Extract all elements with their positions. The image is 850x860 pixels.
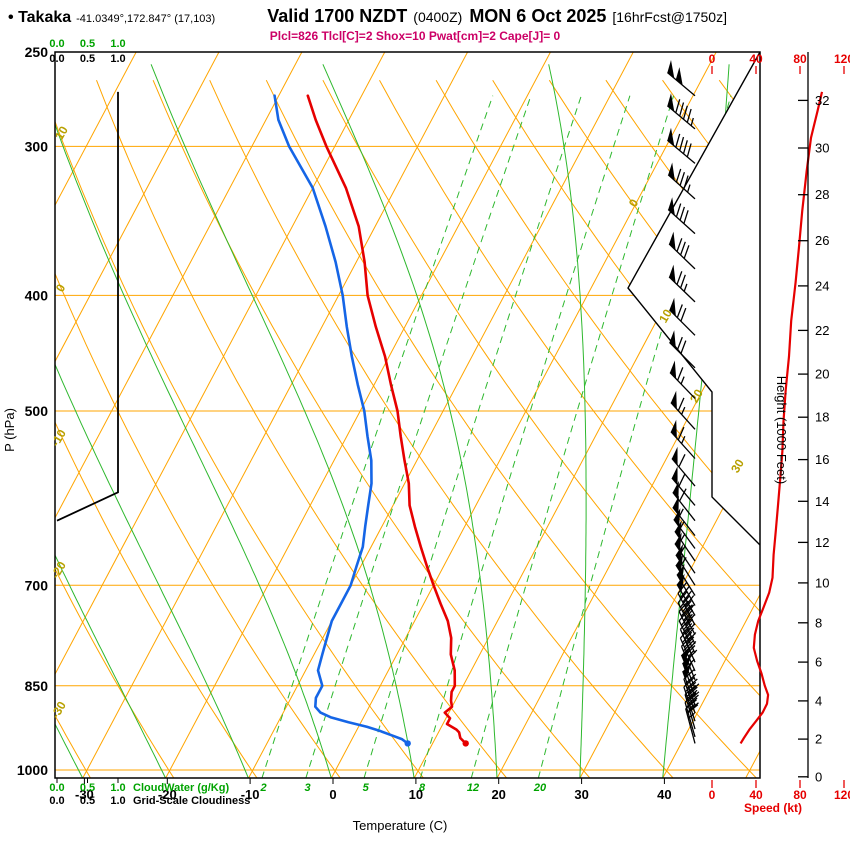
pressure-tick-label: 500 [25, 403, 49, 419]
speed-tick-label: 120 [834, 788, 850, 802]
cloudwater-axis-title: CloudWater (g/Kg) [133, 782, 229, 794]
header: • Takaka -41.0349°,172.847° (17,103) Val… [8, 6, 727, 27]
temperature-tick-label: 20 [491, 787, 505, 802]
speed-axis: 0040408080120120Speed (kt) [709, 52, 850, 815]
cloudiness-tick-label: 0.0 [49, 53, 64, 65]
mixing-ratio-label: 8 [419, 782, 426, 794]
grid [55, 52, 760, 778]
cloudwater-tick-label: 0.0 [49, 782, 64, 794]
isotherms [55, 52, 760, 778]
height-tick-label: 32 [815, 93, 829, 108]
mixing-ratio-label: 2 [260, 782, 267, 794]
height-tick-label: 16 [815, 452, 829, 467]
surface-dewpoint-dot [404, 740, 411, 747]
height-tick-label: 2 [815, 732, 822, 747]
cloudiness-tick-label: 1.0 [110, 53, 125, 65]
mixing-ratio-label: 20 [533, 782, 547, 794]
speed-tick-label: 80 [793, 52, 807, 66]
valid-time: Valid 1700 NZDT [267, 6, 408, 26]
height-tick-label: 4 [815, 693, 822, 708]
temperature-tick-label: -10 [241, 787, 260, 802]
cloudwater-tick-label: 1.0 [110, 782, 125, 794]
speed-curve [739, 91, 824, 744]
cloudiness-tick-label: 1.0 [110, 795, 125, 807]
height-tick-label: 18 [815, 410, 829, 425]
station-coords: -41.0349°,172.847° (17,103) [76, 13, 216, 25]
pressure-tick-label: 400 [25, 287, 49, 303]
height-tick-label: 24 [815, 278, 829, 293]
temperature-tick-label: 0 [329, 787, 336, 802]
pressure-axis-title: P (hPa) [2, 408, 17, 452]
speed-tick-label: 40 [749, 788, 763, 802]
mixing-ratio-labels: 2 3 5 8 12 20 [260, 782, 547, 794]
temperature-tick-label: -30 [75, 787, 94, 802]
cloudiness-tick-label: 0.5 [80, 795, 95, 807]
cloud-scales: 0.00.00.50.51.01.00.00.00.50.51.01.0Clou… [49, 38, 250, 807]
height-tick-label: 14 [815, 494, 829, 509]
height-tick-label: 28 [815, 187, 829, 202]
dry-adiabats [55, 79, 760, 778]
dry-adiabat-label: 10 [52, 123, 71, 142]
station-name: • Takaka [8, 9, 71, 27]
pressure-tick-label: 1000 [17, 762, 48, 778]
cloudiness-tick-label: 0.5 [80, 53, 95, 65]
cloudwater-tick-label: 1.0 [110, 38, 125, 50]
speed-tick-label: 0 [709, 52, 716, 66]
speed-tick-label: 80 [793, 788, 807, 802]
height-tick-label: 10 [815, 575, 829, 590]
indices-line: Plcl=826 Tlcl[C]=2 Shox=10 Pwat[cm]=2 Ca… [269, 29, 561, 43]
cloudiness-profile [56, 91, 119, 522]
valid-time-utc: (0400Z) [413, 9, 463, 25]
isotherm-label: 20 [687, 386, 706, 405]
height-tick-label: 26 [815, 233, 829, 248]
temperature-tick-label: 10 [409, 787, 423, 802]
height-tick-label: 30 [815, 141, 829, 156]
dry-adiabat-label: -30 [48, 699, 69, 721]
cloudiness-tick-label: 0.0 [49, 795, 64, 807]
cloudiness-axis-title: Grid-Scale Cloudiness [133, 795, 250, 807]
speed-axis-title: Speed (kt) [744, 801, 802, 815]
pressure-tick-label: 850 [25, 678, 49, 694]
cloudwater-tick-label: 0.5 [80, 782, 95, 794]
valid-date: MON 6 Oct 2025 [469, 6, 607, 26]
pressure-tick-label: 250 [25, 44, 49, 60]
height-tick-label: 12 [815, 535, 829, 550]
cloudwater-tick-label: 0.0 [49, 38, 64, 50]
pressure-gridlines [55, 145, 760, 771]
mixing-ratio-lines [261, 95, 732, 778]
height-tick-label: 8 [815, 615, 822, 630]
height-axis-title: Height (1000 Feet) [774, 376, 789, 484]
pressure-tick-label: 700 [25, 577, 49, 593]
speed-tick-label: 40 [749, 52, 763, 66]
temperature-tick-label: 40 [657, 787, 671, 802]
temperature-tick-label: -20 [158, 787, 177, 802]
isotherm-label: 30 [728, 456, 747, 475]
forecast-tag: [16hrFcst@1750z] [612, 9, 727, 25]
temperature-axis-title: Temperature (C) [353, 818, 448, 833]
dewpoint-curve [273, 94, 411, 747]
station-label: Takaka [18, 9, 72, 26]
station-bullet-icon: • [8, 9, 14, 26]
mixing-ratio-label: 5 [363, 782, 370, 794]
cloudwater-tick-label: 0.5 [80, 38, 95, 50]
height-tick-label: 0 [815, 769, 822, 784]
wind-barbs [666, 60, 700, 744]
mixing-ratio-label: 3 [304, 782, 310, 794]
mixing-ratio-label: 12 [467, 782, 479, 794]
temperature-curve [306, 94, 469, 747]
surface-temperature-dot [462, 740, 469, 747]
speed-tick-label: 0 [709, 788, 716, 802]
speed-tick-label: 120 [834, 52, 850, 66]
temperature-tick-label: 30 [574, 787, 588, 802]
height-tick-label: 22 [815, 323, 829, 338]
height-tick-label: 6 [815, 655, 822, 670]
height-tick-label: 20 [815, 367, 829, 382]
pressure-tick-label: 300 [25, 138, 49, 154]
